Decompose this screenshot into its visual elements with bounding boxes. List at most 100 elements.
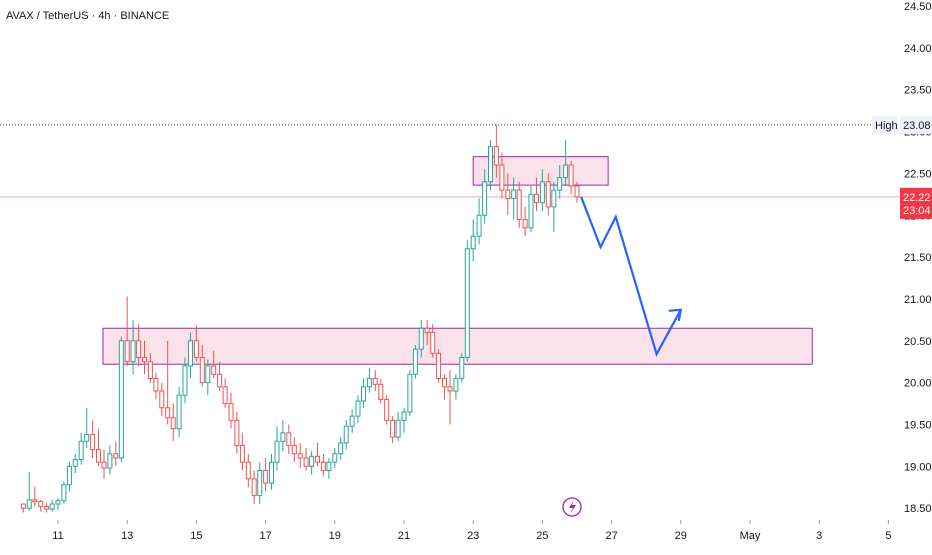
candle	[113, 441, 119, 467]
candle-body	[366, 377, 372, 388]
bar-countdown: 23:04	[903, 205, 931, 217]
x-tick-label: 17	[259, 530, 271, 542]
candle	[90, 420, 96, 458]
candle-body	[401, 411, 407, 421]
candle	[32, 486, 38, 507]
candle	[286, 424, 292, 454]
candle-body	[268, 461, 274, 484]
candle	[315, 442, 320, 467]
resistance-zone[interactable]	[472, 156, 609, 186]
x-tick-label: 23	[467, 530, 479, 542]
x-tick-label: 13	[121, 530, 133, 542]
candle-body	[390, 419, 396, 438]
candle-body	[44, 506, 50, 510]
y-tick-label: 20.00	[904, 378, 932, 390]
candle	[401, 407, 407, 433]
candle	[72, 453, 78, 474]
candle-body	[165, 407, 171, 419]
candle	[482, 169, 488, 224]
candle	[436, 349, 442, 383]
candle-body	[355, 400, 361, 417]
candle	[245, 453, 251, 488]
high-label: High	[875, 120, 898, 132]
candle-body	[453, 377, 459, 392]
candle	[424, 319, 430, 345]
candle	[107, 445, 113, 475]
lightning-icon[interactable]	[562, 497, 582, 517]
candle-body	[84, 434, 90, 442]
candle-body	[303, 457, 309, 467]
candle	[84, 407, 90, 448]
candle-body	[338, 442, 344, 455]
y-tick-label: 19.00	[904, 461, 932, 473]
candle-body	[61, 484, 67, 502]
candle-body	[332, 453, 338, 463]
candle-body	[205, 365, 211, 384]
projection-path[interactable]	[580, 196, 682, 358]
x-axis: 11 13 15 17 19 21 23 25 27 29 May 3 5	[52, 520, 891, 542]
candle	[44, 503, 50, 513]
x-tick-label: 19	[329, 530, 341, 542]
candle-body	[476, 214, 482, 237]
current-price-value: 22.22	[903, 192, 931, 204]
y-tick-label: 24.50	[904, 1, 932, 13]
candle-body	[176, 394, 182, 430]
candle-body	[113, 453, 119, 459]
candle	[26, 472, 32, 511]
support-zone[interactable]	[102, 327, 813, 365]
candle-body	[72, 459, 78, 467]
candle	[499, 152, 505, 199]
candle	[407, 370, 413, 417]
candle	[263, 457, 269, 492]
candle	[49, 499, 55, 512]
candle	[459, 353, 465, 383]
candle	[153, 372, 159, 400]
candle-body	[55, 500, 61, 505]
x-tick-label: 21	[398, 530, 410, 542]
price-badge-bg	[900, 187, 932, 219]
candle-body	[528, 193, 534, 229]
candle	[522, 206, 528, 237]
candle-body	[101, 461, 107, 469]
candle	[124, 296, 130, 366]
candle	[534, 177, 540, 212]
candle-body	[297, 453, 303, 459]
candle	[136, 324, 142, 366]
y-tick-label: 24.00	[904, 43, 932, 55]
candle-body	[90, 434, 96, 451]
candle	[297, 442, 303, 469]
x-tick-label: 3	[816, 530, 822, 542]
candle-body	[280, 432, 286, 442]
candle-body	[124, 340, 130, 363]
candle-body	[199, 357, 205, 384]
candle-body	[464, 248, 470, 359]
candle-body	[441, 377, 447, 388]
candle-body	[568, 164, 574, 187]
candle	[557, 165, 563, 199]
candle-body	[378, 383, 384, 400]
candle-body	[315, 455, 320, 463]
candle	[493, 124, 499, 178]
candle	[476, 198, 482, 245]
x-tick-label: May	[740, 530, 761, 542]
candle-body	[424, 327, 430, 333]
candle-body	[522, 218, 528, 229]
candle-body	[574, 185, 580, 198]
candle	[280, 420, 286, 452]
projection-arrowhead	[668, 308, 683, 322]
high-value: 23.08	[903, 120, 931, 132]
candle-body	[516, 189, 522, 220]
y-tick-label: 20.50	[904, 336, 932, 348]
candle-body	[159, 390, 165, 409]
candle	[61, 481, 67, 505]
candle	[441, 374, 447, 400]
candle	[361, 378, 367, 408]
candle	[66, 462, 72, 492]
candle	[338, 437, 344, 460]
candle-body	[545, 181, 551, 208]
candle	[211, 350, 217, 379]
candle	[349, 409, 355, 433]
